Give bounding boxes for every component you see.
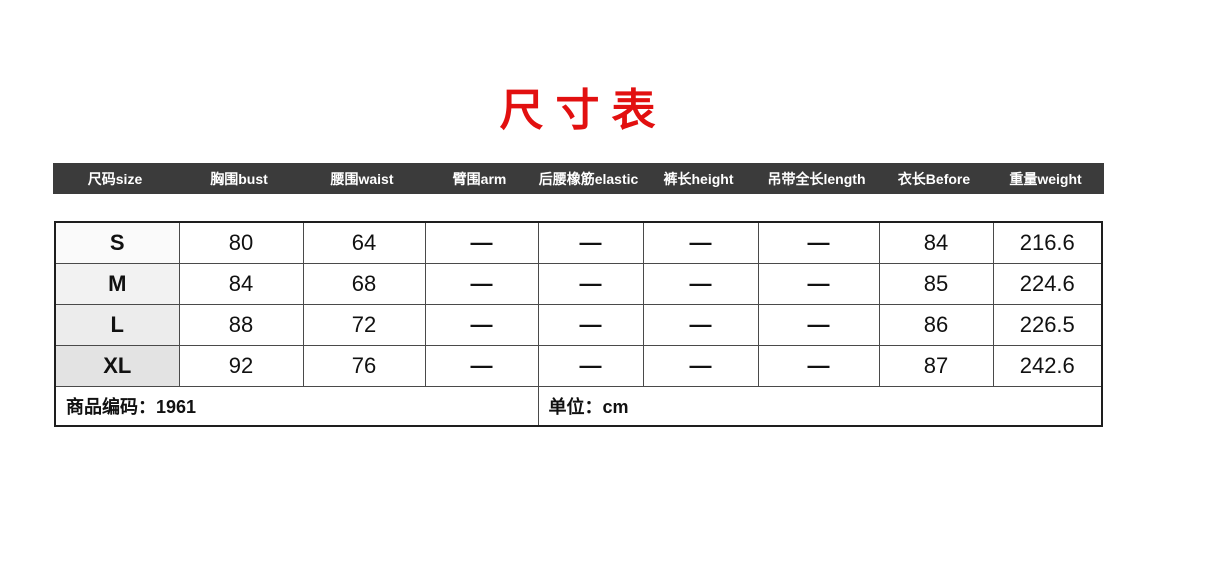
data-cell: — [642, 345, 759, 387]
data-cell: 64 [302, 221, 426, 264]
table-header-bar: 尺码size 胸围bust 腰围waist 臂围arm 后腰橡筋elastic 裤长hei… [53, 163, 1104, 194]
table-row: M 84 68— — — —85 224.6 [54, 263, 1103, 305]
data-cell: — [424, 221, 539, 264]
header-cell: 臂围arm [452, 170, 507, 187]
header-cell: 尺码size [87, 170, 143, 187]
size-cell: S [54, 221, 180, 264]
unit-cell: 单位：cm [537, 386, 1103, 427]
data-cell: — [757, 345, 880, 387]
data-cell: 85 [878, 263, 994, 305]
size-cell: M [54, 263, 180, 305]
data-cell: — [757, 263, 880, 305]
data-cell: 88 [178, 304, 304, 346]
data-cell: — [537, 221, 644, 264]
data-cell: — [537, 345, 644, 387]
data-cell: — [642, 304, 759, 346]
data-cell: — [757, 304, 880, 346]
data-cell: 68 [302, 263, 426, 305]
table-footer-row: 商品编码：1961 单位：cm [54, 386, 1103, 427]
header-cell: 衣长Before [897, 170, 971, 187]
data-cell: 84 [878, 221, 994, 264]
table-row: L 88 72— — — —86 226.5 [54, 304, 1103, 346]
header-cell: 吊带全长length [767, 170, 866, 187]
data-cell: 72 [302, 304, 426, 346]
data-cell: 86 [878, 304, 994, 346]
size-table-body: S 80 64— — — —84 216.6 M 84 68— — — —85 224.6 L 88 72— — —… [54, 221, 1103, 387]
size-cell: L [54, 304, 180, 346]
data-cell: 216.6 [992, 221, 1103, 264]
data-cell: — [642, 263, 759, 305]
data-cell: — [424, 263, 539, 305]
data-cell: 242.6 [992, 345, 1103, 387]
data-cell: — [537, 263, 644, 305]
header-cell: 裤长height [663, 170, 734, 187]
data-cell: 226.5 [992, 304, 1103, 346]
size-cell: XL [54, 345, 180, 387]
header-cell: 胸围bust [210, 170, 268, 187]
header-cell: 重量weight [1009, 170, 1082, 187]
data-cell: 87 [878, 345, 994, 387]
data-cell: 76 [302, 345, 426, 387]
data-cell: 92 [178, 345, 304, 387]
product-code-cell: 商品编码：1961 [54, 386, 539, 427]
data-cell: 84 [178, 263, 304, 305]
data-cell: 80 [178, 221, 304, 264]
size-table: S 80 64— — — —84 216.6 M 84 68— — — —85 224.6 L 88 72— — —… [54, 221, 1103, 427]
data-cell: — [537, 304, 644, 346]
data-cell: — [424, 304, 539, 346]
table-row: XL 92 76— — — —87 242.6 [54, 345, 1103, 387]
data-cell: — [642, 221, 759, 264]
table-row: S 80 64— — — —84 216.6 [54, 221, 1103, 264]
page-title: 尺寸表 [499, 86, 668, 135]
data-cell: — [757, 221, 880, 264]
data-cell: — [424, 345, 539, 387]
header-cell: 后腰橡筋elastic [538, 170, 639, 187]
header-cell: 腰围waist [330, 170, 394, 187]
data-cell: 224.6 [992, 263, 1103, 305]
